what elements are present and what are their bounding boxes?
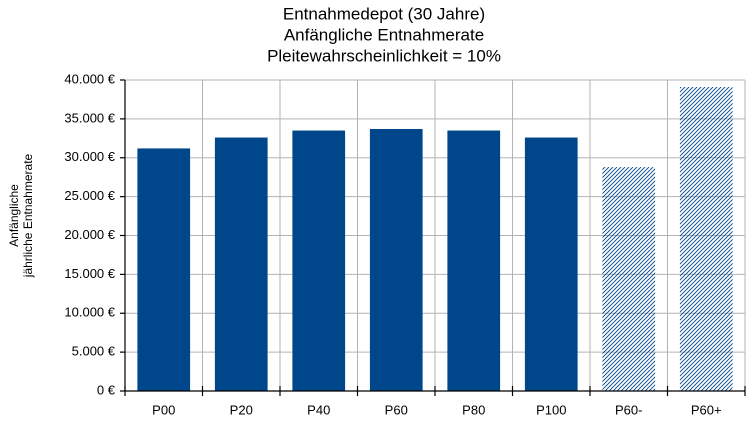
bar bbox=[214, 137, 268, 391]
y-axis-label: jährliche Entnahmerate bbox=[21, 153, 35, 278]
bar bbox=[292, 130, 346, 391]
y-tick-label: 0 € bbox=[97, 382, 116, 397]
x-tick-label: P60- bbox=[615, 402, 642, 417]
x-tick-label: P60+ bbox=[691, 402, 722, 417]
y-tick-label: 30.000 € bbox=[64, 149, 115, 164]
bar bbox=[679, 86, 733, 391]
x-tick-label: P40 bbox=[307, 402, 330, 417]
bar bbox=[137, 148, 191, 391]
y-tick-label: 25.000 € bbox=[64, 188, 115, 203]
y-tick-label: 10.000 € bbox=[64, 305, 115, 320]
y-tick-label: 15.000 € bbox=[64, 266, 115, 281]
y-tick-label: 40.000 € bbox=[64, 71, 115, 86]
chart-title: Anfängliche Entnahmerate bbox=[284, 25, 484, 44]
y-tick-label: 5.000 € bbox=[72, 344, 116, 359]
x-tick-label: P100 bbox=[536, 402, 566, 417]
chart-title: Pleitewahrscheinlichkeit = 10% bbox=[267, 46, 501, 65]
chart-title: Entnahmedepot (30 Jahre) bbox=[283, 4, 485, 23]
y-tick-label: 35.000 € bbox=[64, 110, 115, 125]
bar bbox=[369, 128, 423, 392]
bar bbox=[602, 167, 656, 391]
x-tick-label: P60 bbox=[385, 402, 408, 417]
x-tick-label: P80 bbox=[462, 402, 485, 417]
y-tick-label: 20.000 € bbox=[64, 227, 115, 242]
y-axis-label: Anfängliche bbox=[7, 184, 21, 247]
x-tick-label: P20 bbox=[230, 402, 253, 417]
bar bbox=[447, 130, 501, 391]
x-tick-label: P00 bbox=[152, 402, 175, 417]
bar bbox=[524, 137, 578, 391]
